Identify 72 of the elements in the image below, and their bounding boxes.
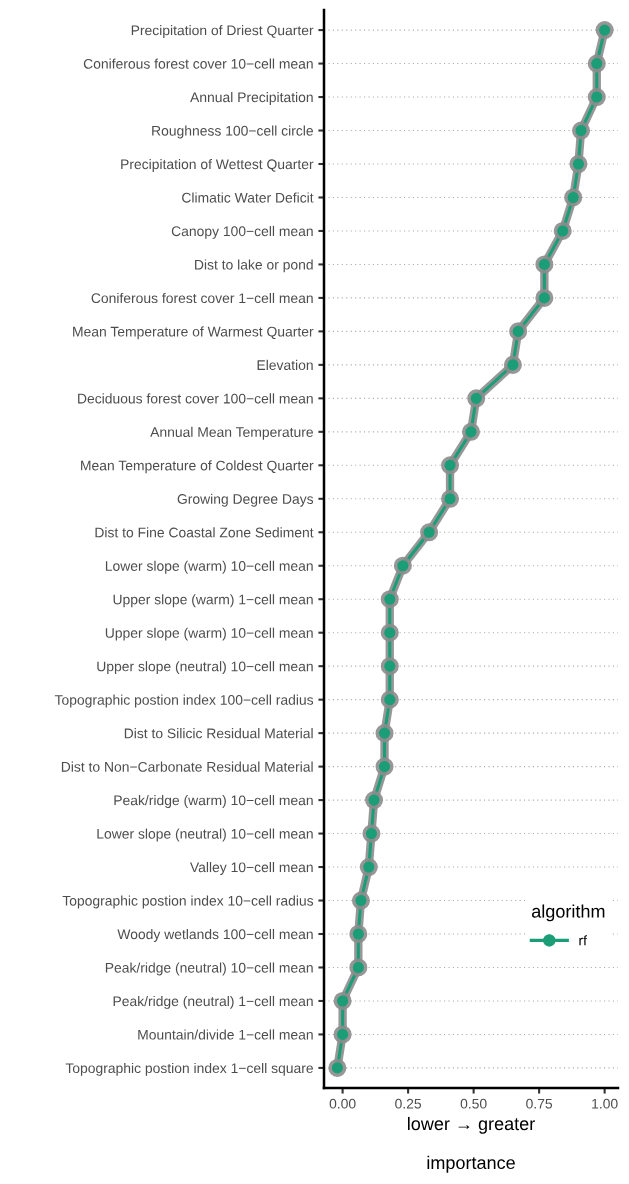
point (595, 21, 614, 40)
x-tick-label: 0.75 (526, 1098, 553, 1109)
y-tick-label: Peak/ridge (neutral) 10−cell mean (105, 962, 313, 976)
y-tick-label: Lower slope (neutral) 10−cell mean (97, 828, 313, 842)
point (362, 824, 381, 843)
y-tick-label: Mean Temperature of Coldest Quarter (81, 460, 314, 474)
x-tick-label: 0.00 (329, 1098, 356, 1109)
point (535, 288, 554, 307)
point (359, 858, 378, 877)
y-tick-label: Topographic postion index 10−cell radius (62, 895, 314, 909)
y-tick-label: Canopy 100−cell mean (171, 225, 313, 239)
point (349, 958, 368, 977)
y-tick-label: Dist to lake or pond (195, 259, 313, 273)
y-tick-label: Deciduous forest cover 100−cell mean (78, 393, 313, 404)
point (349, 924, 368, 944)
point (535, 255, 554, 274)
y-tick-label: Mean Temperature of Warmest Quarter (73, 326, 314, 340)
point (375, 757, 394, 776)
point (380, 623, 399, 642)
point (365, 791, 384, 810)
y-tick-label: Dist to Non−Carbonate Residual Material (61, 761, 313, 772)
point (380, 690, 399, 709)
point (461, 422, 481, 441)
y-tick-label: Mountain/divide 1−cell mean (138, 1029, 313, 1040)
y-tick-label: Dist to Fine Coastal Zone Sediment (95, 527, 314, 538)
x-tick-label: 1.00 (592, 1098, 618, 1109)
point (380, 590, 399, 609)
legend-title: algorithm (532, 904, 605, 922)
point (441, 489, 460, 508)
point (328, 1058, 347, 1077)
point (553, 221, 572, 240)
y-tick-label: Lower slope (warm) 10−cell mean (105, 560, 313, 574)
y-tick-label: Precipitation of Driest Quarter (131, 25, 314, 38)
point (420, 523, 439, 542)
y-tick-label: Growing Degree Days (177, 493, 314, 507)
y-tick-label: Peak/ridge (neutral) 1−cell mean (113, 995, 313, 1009)
point (375, 724, 394, 743)
y-tick-label: Roughness 100−cell circle (152, 125, 313, 139)
point (503, 355, 522, 374)
y-tick-label: Coniferous forest cover 1−cell mean (91, 292, 313, 304)
text: lower → greater importance (408, 1116, 535, 1173)
point (333, 1025, 352, 1044)
y-tick-label: Topographic postion index 1−cell square (65, 1062, 313, 1076)
y-tick-label: Coniferous forest cover 10−cell mean (83, 58, 313, 69)
y-tick-label: Annual Precipitation (190, 92, 313, 105)
point (587, 88, 606, 107)
y-tick-label: Upper slope (warm) 10−cell mean (105, 627, 313, 641)
point (333, 991, 352, 1010)
x-tick-label: 0.25 (395, 1098, 422, 1109)
y-tick-label: Annual Mean Temperature (150, 426, 313, 440)
x-tick-label: 0.50 (460, 1098, 487, 1109)
point (569, 154, 588, 174)
point (393, 556, 412, 575)
point (564, 188, 583, 207)
point (509, 322, 528, 341)
y-tick-label: Upper slope (neutral) 10−cell mean (97, 661, 313, 675)
y-tick-label: Climatic Water Deficit (182, 192, 314, 203)
y-tick-label: Valley 10−cell mean (189, 862, 313, 875)
y-tick-label: Dist to Silicic Residual Material (124, 728, 313, 739)
point (380, 657, 399, 676)
point (467, 389, 486, 408)
y-tick-label: Upper slope (warm) 1−cell mean (113, 594, 313, 608)
y-tick-label: Topographic postion index 100−cell radius (54, 694, 314, 708)
point (351, 891, 370, 910)
point (572, 121, 591, 140)
y-tick-label: Peak/ridge (warm) 10−cell mean (114, 795, 313, 808)
y-tick-label: Precipitation of Wettest Quarter (121, 158, 314, 172)
y-tick-label: Woody wetlands 100−cell mean (117, 928, 313, 942)
point (587, 54, 606, 73)
legend-label: rf (579, 935, 587, 946)
point (441, 456, 460, 475)
y-tick-label: Elevation (257, 359, 313, 371)
